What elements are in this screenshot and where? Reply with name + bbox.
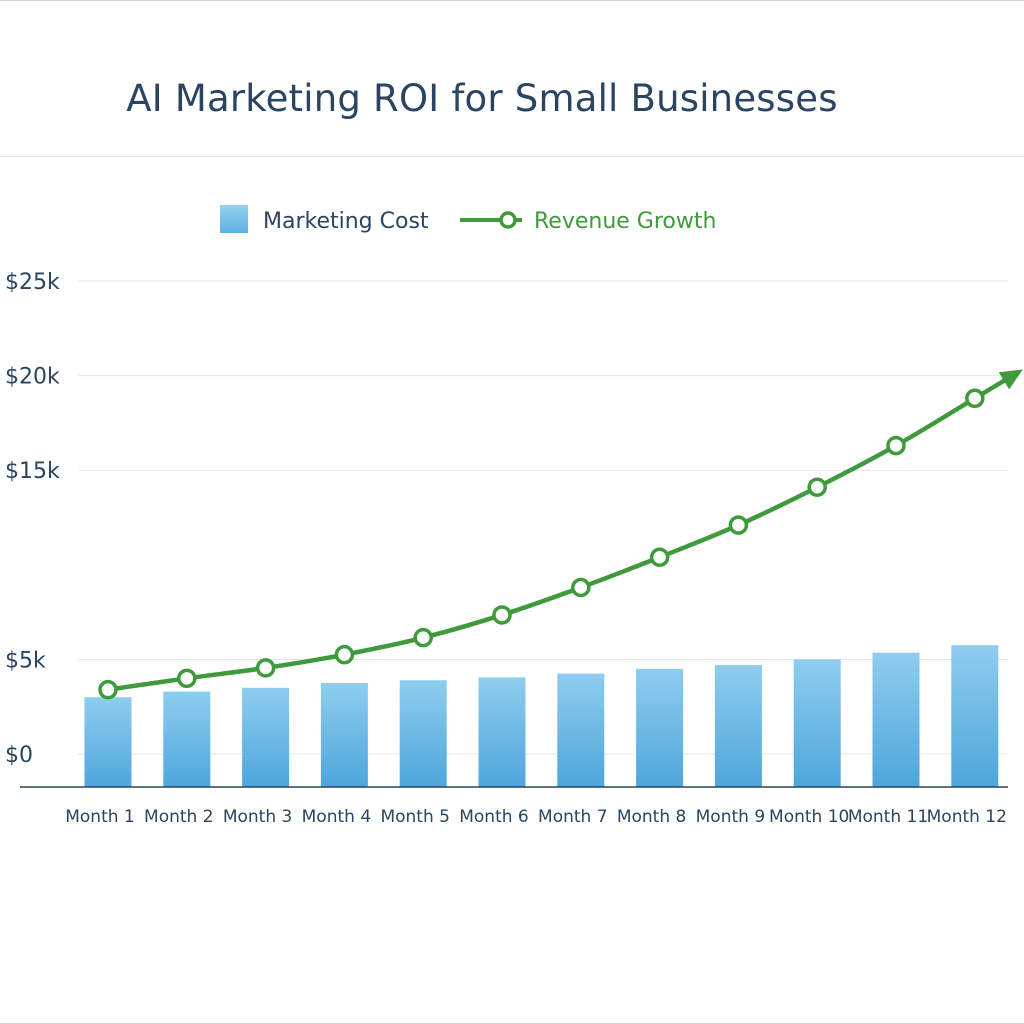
- trend-arrowhead: [998, 369, 1023, 390]
- bar: [320, 683, 368, 787]
- legend-marker-revenue-growth: [499, 211, 517, 229]
- bar: [399, 680, 447, 787]
- legend-swatch-marketing-cost: [220, 205, 248, 233]
- bar: [951, 645, 999, 787]
- bar: [557, 673, 605, 787]
- legend-label-revenue-growth: Revenue Growth: [534, 209, 716, 234]
- bar: [242, 687, 290, 787]
- x-tick-label: Month 1: [65, 807, 135, 827]
- x-tick-label: Month 7: [538, 807, 608, 827]
- revenue-point: [807, 477, 827, 497]
- bar: [163, 691, 211, 787]
- revenue-point: [255, 658, 276, 678]
- x-tick-label: Month 8: [617, 807, 687, 827]
- title-divider: [0, 156, 1024, 157]
- revenue-point: [413, 627, 433, 648]
- y-axis-ticks: $0 $5k $15k $20k $25k: [5, 270, 60, 768]
- revenue-growth-line: [107, 375, 1011, 692]
- gridlines: [78, 280, 1008, 755]
- revenue-point: [98, 679, 118, 700]
- x-tick-label: Month 3: [223, 807, 293, 827]
- revenue-point: [965, 388, 985, 409]
- bar: [872, 652, 920, 787]
- x-tick-label: Month 4: [302, 807, 372, 827]
- y-tick-label: $15k: [5, 459, 60, 484]
- line-series-revenue-growth: [98, 369, 1023, 700]
- x-tick-label: Month 9: [696, 807, 766, 827]
- x-tick-label: Month 12: [927, 807, 1007, 827]
- revenue-point: [334, 644, 355, 665]
- revenue-point: [571, 577, 591, 598]
- bar: [84, 697, 132, 787]
- x-tick-label: Month 5: [380, 807, 450, 827]
- revenue-point: [492, 605, 512, 625]
- x-tick-label: Month 11: [848, 807, 928, 827]
- bar: [714, 665, 762, 787]
- legend-label-marketing-cost: Marketing Cost: [263, 209, 429, 234]
- revenue-point: [728, 515, 749, 535]
- revenue-point: [649, 547, 670, 567]
- x-axis-labels: Month 1 Month 2 Month 3 Month 4 Month 5 Month…: [65, 807, 1007, 827]
- y-tick-label: $20k: [5, 365, 60, 390]
- chart-title: AI Marketing ROI for Small Businesses: [126, 77, 838, 120]
- legend: Marketing Cost Revenue Growth: [220, 205, 716, 234]
- bar: [636, 668, 684, 787]
- y-tick-label: $25k: [5, 270, 60, 295]
- x-tick-label: Month 2: [144, 807, 214, 827]
- bar-series-marketing-cost: [84, 645, 999, 787]
- x-tick-label: Month 10: [769, 807, 849, 827]
- x-tick-label: Month 6: [459, 807, 529, 827]
- revenue-point: [177, 668, 197, 689]
- y-tick-label: $0: [5, 743, 33, 768]
- bar: [793, 659, 841, 787]
- revenue-point: [886, 435, 906, 456]
- y-tick-label: $5k: [5, 648, 46, 673]
- bar: [478, 677, 526, 787]
